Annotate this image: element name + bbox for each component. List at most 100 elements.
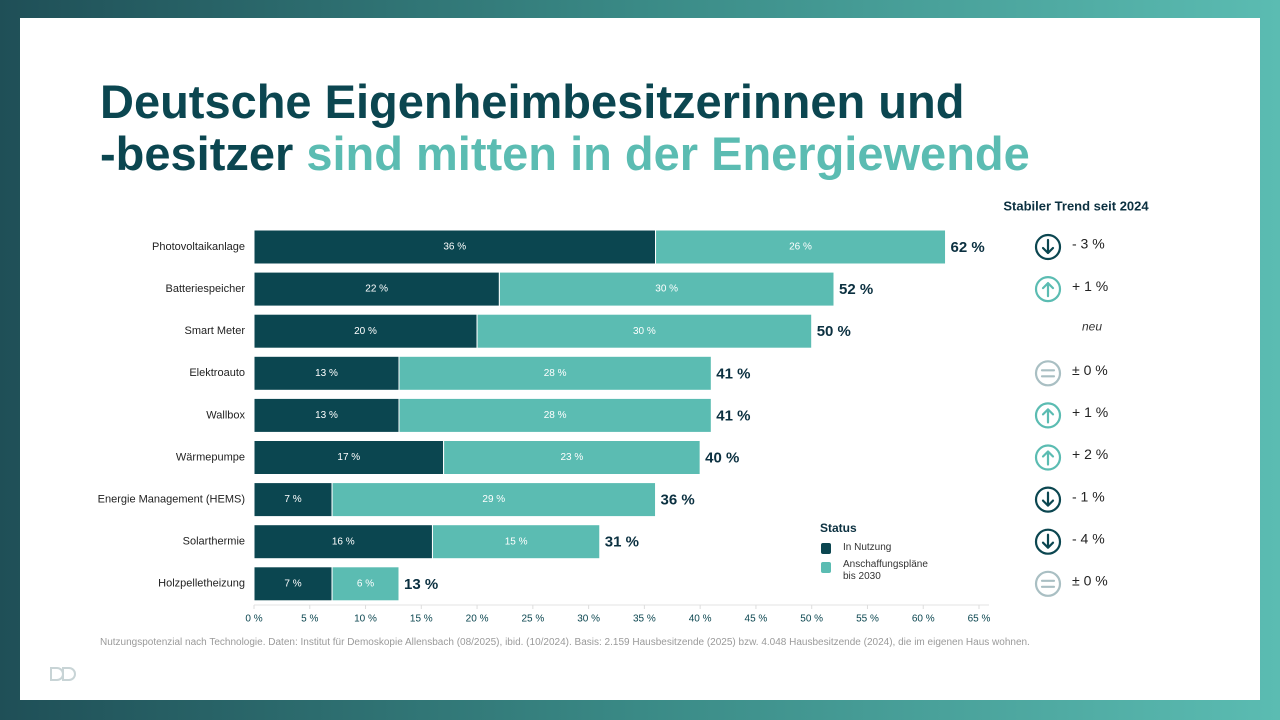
- value-label: 13 %: [315, 410, 338, 421]
- x-tick-label: 15 %: [410, 614, 433, 625]
- icon-ring: [1034, 402, 1062, 429]
- bar-segment: [253, 397, 400, 433]
- value-label: 22 %: [365, 284, 388, 295]
- logo: [50, 667, 76, 681]
- trend-label: ± 0 %: [1072, 362, 1108, 378]
- title-line: Deutsche Eigenheimbesitzerinnen und: [100, 75, 965, 128]
- bar-segment: [253, 524, 433, 560]
- x-tick-label: 25 %: [521, 614, 544, 625]
- value-label: 13 %: [315, 368, 338, 379]
- y-tick-label: Wallbox: [206, 409, 245, 421]
- y-tick-label: Batteriespeicher: [166, 283, 246, 295]
- value-label: 23 %: [560, 452, 583, 463]
- icon-equal: [1040, 369, 1056, 378]
- trend-icon: [1034, 570, 1062, 597]
- trend-icon: [1034, 402, 1062, 429]
- bar-segment: [253, 566, 333, 602]
- icon-ring: [1034, 360, 1062, 387]
- bar-segment: [476, 313, 813, 349]
- y-tick-label: Wärmepumpe: [176, 451, 245, 463]
- bar-segment: [431, 524, 601, 560]
- trend-label: + 1 %: [1072, 404, 1108, 420]
- trend-title: Stabiler Trend seit 2024: [1003, 198, 1149, 213]
- x-tick-label: 10 %: [354, 614, 377, 625]
- value-label: 17 %: [337, 452, 360, 463]
- icon-ring: [1034, 276, 1062, 303]
- value-label: 30 %: [633, 326, 656, 337]
- bar-segment: [398, 397, 712, 433]
- bar-segment: [253, 440, 445, 475]
- y-tick-label: Smart Meter: [184, 325, 245, 337]
- icon-ring: [1034, 528, 1062, 555]
- y-tick-label: Energie Management (HEMS): [98, 494, 245, 506]
- x-tick-label: 30 %: [577, 614, 600, 625]
- title: Deutsche Eigenheimbesitzerinnen und -bes…: [100, 76, 1030, 180]
- legend-label: Anschaffungspläne bis 2030: [843, 559, 928, 582]
- x-tick-label: 45 %: [745, 614, 768, 625]
- legend-swatch: [821, 562, 831, 573]
- icon-arrow: [1041, 533, 1055, 549]
- trend-icon: [1034, 360, 1062, 387]
- trend-icon: [1034, 444, 1062, 471]
- icon-arrow: [1041, 491, 1055, 507]
- total-label: 40 %: [705, 449, 739, 466]
- value-label: 30 %: [655, 284, 678, 295]
- x-tick-label: 55 %: [856, 614, 879, 625]
- icon-ring: [1034, 570, 1062, 597]
- trend-icon: [1034, 233, 1062, 261]
- value-label: 28 %: [544, 368, 567, 379]
- value-label: 15 %: [505, 536, 528, 547]
- value-label: 16 %: [332, 536, 355, 547]
- icon-equal: [1040, 579, 1056, 588]
- trend-label: neu: [1082, 319, 1102, 333]
- total-label: 36 %: [661, 492, 695, 509]
- bar-segment: [253, 271, 500, 307]
- legend-label: In Nutzung: [843, 542, 892, 553]
- bar-segment: [253, 355, 400, 391]
- trend-icon: [1034, 528, 1062, 555]
- total-label: 52 %: [839, 281, 873, 298]
- x-tick-label: 5 %: [301, 614, 318, 625]
- legend-swatch: [821, 543, 831, 554]
- y-tick-label: Holzpelletheizung: [158, 578, 245, 590]
- icon-arrow: [1041, 408, 1055, 424]
- total-label: 50 %: [817, 323, 851, 340]
- trend-icon: [1034, 276, 1062, 303]
- trend-label: ± 0 %: [1072, 573, 1108, 589]
- trend-label: + 1 %: [1072, 278, 1108, 294]
- value-label: 36 %: [443, 242, 466, 253]
- x-tick-label: 20 %: [466, 614, 489, 625]
- total-label: 62 %: [951, 239, 985, 256]
- value-label: 29 %: [482, 494, 505, 505]
- y-tick-label: Photovoltaikanlage: [152, 241, 245, 253]
- icon-arrow: [1041, 282, 1055, 298]
- icon-ring: [1034, 444, 1062, 471]
- bar-segment: [253, 313, 478, 349]
- trend-icon: [1034, 486, 1062, 513]
- x-tick-label: 65 %: [968, 614, 991, 625]
- value-label: 6 %: [357, 578, 374, 589]
- x-tick-label: 60 %: [912, 614, 935, 625]
- icon-ring: [1034, 233, 1062, 261]
- bar-segment: [253, 482, 333, 518]
- total-label: 41 %: [716, 365, 750, 382]
- trend-label: - 3 %: [1072, 236, 1105, 252]
- x-tick-label: 0 %: [245, 614, 262, 625]
- trend-label: - 1 %: [1072, 488, 1105, 504]
- y-tick-label: Solarthermie: [183, 536, 245, 548]
- total-label: 31 %: [605, 534, 639, 551]
- x-tick-label: 50 %: [800, 614, 823, 625]
- value-label: 7 %: [284, 578, 301, 589]
- total-label: 13 %: [404, 576, 438, 593]
- legend-title: Status: [820, 521, 857, 535]
- bar-segment: [331, 482, 657, 518]
- x-tick-label: 40 %: [689, 614, 712, 625]
- value-label: 20 %: [354, 326, 377, 337]
- bar-segment: [443, 440, 701, 475]
- total-label: 41 %: [716, 407, 750, 424]
- value-label: 26 %: [789, 242, 812, 253]
- value-label: 7 %: [284, 494, 301, 505]
- x-tick-label: 35 %: [633, 614, 656, 625]
